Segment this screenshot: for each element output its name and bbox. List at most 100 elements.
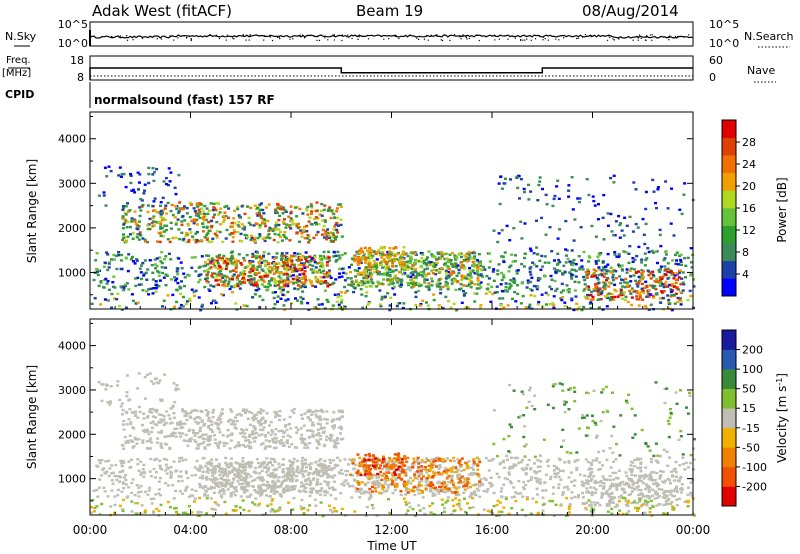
power-cell (544, 291, 548, 295)
power-cell (594, 235, 598, 238)
power-cell (546, 293, 550, 297)
power-cell (219, 269, 223, 273)
velocity-cell (282, 418, 286, 421)
velocity-cell (286, 487, 290, 490)
nsearch-point (590, 36, 592, 38)
power-cell (232, 263, 236, 266)
power-cell (354, 275, 358, 278)
power-cell (293, 266, 297, 269)
velocity-cell (279, 494, 283, 497)
power-cell (399, 285, 403, 288)
power-cell (427, 285, 431, 288)
power-cell (632, 181, 636, 184)
power-cell (468, 269, 472, 273)
power-cell (670, 187, 673, 190)
power-cell (285, 269, 289, 272)
power-cell (620, 264, 624, 267)
power-cell (502, 306, 506, 309)
power-cell (424, 258, 428, 261)
velocity-cell (193, 417, 197, 421)
power-cell (650, 284, 654, 288)
nsearch-point (507, 38, 509, 40)
velocity-cell (241, 457, 245, 460)
velocity-cell (102, 486, 106, 489)
power-cell (569, 262, 573, 265)
power-cell (274, 270, 278, 274)
power-cell (669, 222, 673, 225)
power-cell (367, 301, 371, 305)
velocity-cell (259, 463, 263, 466)
power-cell (399, 283, 403, 286)
velocity-cell (213, 476, 217, 480)
power-cell (303, 285, 307, 289)
power-cell (267, 262, 271, 265)
velocity-cell (437, 492, 441, 495)
power-cell (222, 218, 226, 221)
velocity-cell (233, 446, 237, 449)
power-cell (264, 206, 268, 209)
power-cell (669, 290, 673, 293)
velocity-cell (304, 470, 308, 473)
freq-label: Freq. (6, 55, 31, 66)
power-cell (619, 291, 623, 294)
power-cell (462, 294, 466, 297)
velocity-cell (653, 479, 657, 482)
power-cell (679, 300, 683, 303)
power-cell (263, 239, 267, 243)
power-cell (94, 259, 98, 262)
velocity-cell (303, 438, 307, 441)
velocity-cell (200, 410, 204, 413)
velocity-cell (96, 495, 100, 498)
velocity-cell (535, 471, 539, 474)
velocity-cell (527, 458, 531, 462)
velocity-cell (552, 486, 555, 489)
power-cell (214, 279, 218, 282)
velocity-cell (215, 464, 219, 468)
power-cell (205, 225, 209, 228)
velocity-cell (259, 408, 263, 411)
power-cell (666, 262, 670, 265)
nsky-label: N.Sky (5, 30, 37, 43)
power-cell (234, 261, 238, 265)
power-cell (600, 269, 604, 272)
velocity-cell (674, 460, 678, 464)
power-cell (131, 299, 135, 303)
power-cell (417, 284, 421, 288)
velocity-cell (378, 473, 382, 477)
velocity-cell (141, 441, 145, 444)
velocity-cell (260, 491, 264, 494)
velocity-cell (281, 458, 285, 461)
power-cell (274, 224, 278, 227)
power-cell (195, 218, 199, 222)
velocity-cell (359, 460, 363, 464)
velocity-cell (132, 445, 136, 448)
velocity-cell (199, 435, 203, 438)
velocity-cell (149, 421, 153, 425)
velocity-cell (636, 466, 640, 470)
power-cell (432, 261, 436, 265)
power-cell (536, 286, 540, 289)
power-cell (454, 288, 458, 292)
velocity-cell (575, 468, 579, 472)
power-cell (658, 284, 662, 287)
power-cell (640, 269, 644, 272)
velocity-cell (214, 442, 218, 445)
power-cell (261, 279, 265, 282)
velocity-cell (323, 472, 327, 476)
velocity-cell (339, 468, 343, 472)
velocity-cell (272, 489, 276, 492)
velocity-cell (641, 481, 645, 485)
power-cell (570, 268, 574, 271)
power-cell (670, 308, 674, 312)
velocity-cell (139, 471, 143, 474)
velocity-cell (524, 483, 528, 487)
velocity-cell (309, 481, 313, 485)
velocity-cell (441, 490, 445, 493)
velocity-cell (219, 494, 223, 497)
velocity-cell (340, 472, 344, 475)
power-cell (649, 272, 653, 275)
nave-right-ytick-bottom: 0 (709, 71, 716, 84)
power-colorbar-step (722, 208, 736, 226)
velocity-cell (431, 492, 435, 495)
power-cell (93, 297, 97, 300)
